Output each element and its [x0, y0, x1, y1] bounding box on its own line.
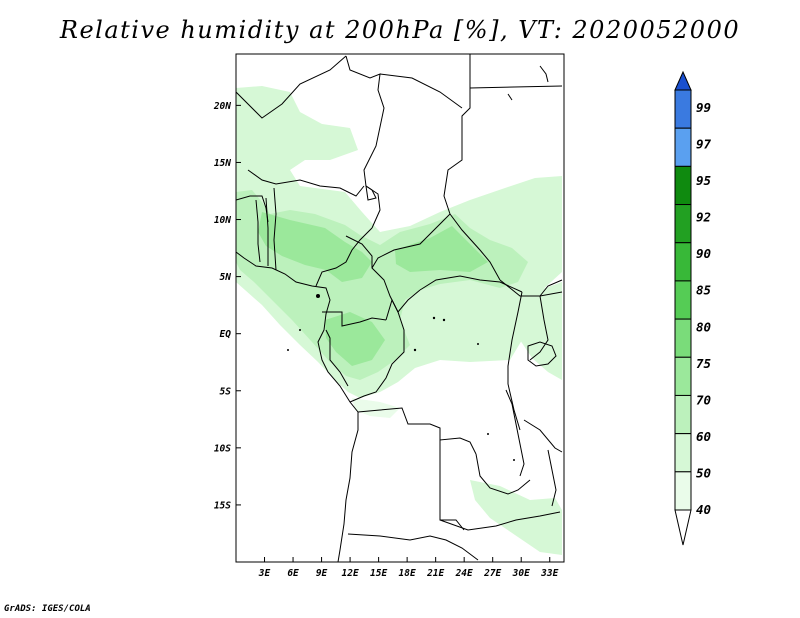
colorbar-label: 99	[696, 100, 711, 115]
colorbar-segment	[674, 433, 692, 473]
x-tick-label: 9E	[316, 568, 328, 579]
border-drc-zambia	[475, 453, 531, 495]
colorbar-segment	[674, 204, 692, 244]
y-tick-label: 10N	[214, 215, 231, 226]
border-tanzania	[523, 419, 563, 453]
x-tick-label: 27E	[483, 568, 501, 579]
border-car-south	[419, 275, 523, 293]
humidity-field-southeast	[470, 480, 562, 555]
border-angola-drc	[357, 407, 477, 455]
map-islands	[287, 294, 515, 461]
border-namibia	[347, 533, 479, 561]
border-niger-libya	[345, 55, 385, 229]
colorbar-segment	[674, 165, 692, 206]
lake-chad	[365, 184, 377, 201]
lake-victoria	[527, 341, 557, 367]
border-south-sudan	[499, 279, 563, 297]
colorbar: 99 97 95 92 90 85 80 75 70 60 50 40	[674, 70, 712, 546]
y-tick-label: 15S	[214, 500, 231, 511]
colorbar-label: 60	[696, 429, 711, 444]
colorbar-label: 92	[696, 210, 711, 225]
humidity-field-east	[518, 282, 562, 380]
colorbar-top-arrow	[674, 70, 692, 91]
border-ghana-togo	[255, 199, 261, 263]
colorbar-segment	[674, 127, 692, 167]
colorbar-bottom-arrow	[674, 509, 692, 546]
x-tick-label: 3E	[258, 568, 271, 579]
colorbar-label: 85	[696, 283, 712, 298]
border-nigeria-cameroon	[315, 227, 373, 287]
colorbar-segment	[674, 356, 692, 396]
colorbar-segment	[674, 318, 692, 358]
colorbar-segment	[674, 394, 692, 435]
y-tick-label: 5S	[220, 386, 232, 397]
colorbar-label: 75	[696, 356, 712, 371]
y-tick-label: EQ	[220, 329, 232, 340]
colorbar-label: 70	[696, 392, 711, 407]
colorbar-segment	[674, 89, 692, 129]
border-sudan-ethiopia	[539, 279, 563, 297]
x-axis: 3E 6E 9E 12E 15E 18E 21E 24E 27E 30E 33E	[258, 557, 559, 579]
colorbar-label: 97	[696, 137, 712, 152]
border-libya-egypt	[443, 54, 471, 215]
y-tick-label: 15N	[214, 158, 231, 169]
border-zambia-south	[439, 511, 561, 531]
x-tick-label: 24E	[455, 568, 473, 579]
x-tick-label: 30E	[512, 568, 530, 579]
border-cameroon-gabon	[322, 311, 387, 327]
border-drc-uganda	[507, 291, 523, 431]
plot-title: Relative humidity at 200hPa [%], VT: 202…	[59, 16, 741, 44]
x-tick-label: 21E	[426, 568, 444, 579]
border-uganda-kenya	[529, 295, 549, 361]
colorbar-label: 40	[696, 502, 711, 517]
grads-credit: GrADS: IGES/COLA	[4, 604, 91, 614]
border-mali-niger	[236, 55, 347, 119]
colorbar-label: 80	[696, 319, 711, 334]
border-gabon-congo	[325, 329, 349, 387]
border-egypt-sudan	[469, 85, 563, 89]
nile-region	[507, 93, 513, 101]
colorbar-label: 50	[696, 465, 711, 480]
y-tick-label: 5N	[220, 272, 232, 283]
border-congo-drc	[349, 298, 405, 403]
x-tick-label: 12E	[342, 568, 359, 579]
colorbar-segment	[674, 471, 692, 511]
border-car-cameroon	[371, 213, 451, 269]
map-boundaries	[236, 54, 563, 562]
red-sea-coast	[539, 65, 549, 83]
x-tick-label: 6E	[287, 568, 299, 579]
colorbar-segment	[674, 242, 692, 282]
x-tick-label: 18E	[399, 568, 416, 579]
colorbar-label: 95	[696, 173, 712, 188]
border-chad-sudan-south	[449, 213, 501, 281]
border-benin-nigeria	[273, 187, 277, 271]
border-niger-nigeria	[247, 169, 365, 197]
x-tick-label: 33E	[540, 568, 558, 579]
colorbar-segment	[674, 280, 692, 320]
humidity-shading	[236, 86, 562, 555]
x-tick-label: 15E	[370, 568, 387, 579]
border-togo-benin	[265, 197, 269, 266]
border-chad-sudan	[379, 73, 463, 109]
humidity-field-core-2	[395, 226, 488, 272]
lake-malawi	[547, 449, 557, 507]
border-angola-zambia	[439, 440, 465, 531]
humidity-field-southwest	[352, 398, 400, 418]
y-tick-label: 10S	[214, 443, 231, 454]
colorbar-label: 90	[696, 246, 711, 261]
y-tick-label: 20N	[213, 101, 231, 112]
lake-tanganyika	[505, 389, 525, 477]
y-axis: 20N 15N 10N 5N EQ 5S 10S 15S	[213, 101, 241, 511]
humidity-field-core	[258, 212, 372, 282]
humidity-field-core-3	[325, 312, 385, 366]
west-africa-coastline	[236, 251, 359, 562]
border-chad-car	[345, 235, 421, 313]
map-frame	[235, 53, 565, 563]
